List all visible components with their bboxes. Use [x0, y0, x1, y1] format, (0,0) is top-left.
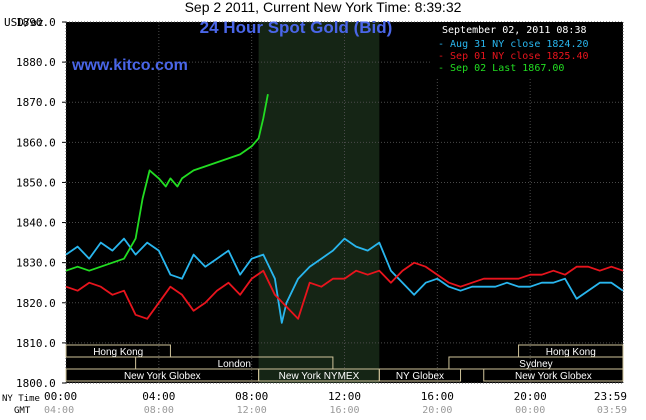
- session-label: Hong Kong: [546, 347, 596, 358]
- session-label: New York Globex: [515, 371, 592, 382]
- y-tick-label: 1890.0: [16, 16, 56, 29]
- y-tick-label: 1840.0: [16, 217, 56, 230]
- legend-entry: - Sep 02 Last 1867.00: [438, 63, 564, 74]
- y-axis: 1800.0 1810.0 1820.0 1830.0 1840.0 1850.0 1860…: [16, 16, 66, 390]
- series-line-sep-01: [65, 261, 624, 320]
- session-label: Sydney: [519, 359, 552, 370]
- session-box: [483, 368, 624, 382]
- gmt-label: GMT: [14, 406, 31, 416]
- legend: September 02, 2011 08:38 - Aug 31 NY clo…: [432, 22, 622, 78]
- y-tick-label: 1870.0: [16, 96, 56, 109]
- y-tick-label: 1860.0: [16, 136, 56, 149]
- legend-entry: - Aug 31 NY close 1824.20: [438, 39, 589, 50]
- session-label: Hong Kong: [93, 347, 143, 358]
- session-box: [65, 344, 171, 358]
- nymex-session-shade: [258, 22, 380, 383]
- chart-header: Sep 2 2011, Current New York Time: 8:39:…: [185, 0, 462, 15]
- ny-time-label: NY Time: [2, 394, 40, 404]
- x-tick-label-gmt: 04:00: [44, 405, 74, 416]
- session-label: NY Globex: [396, 371, 444, 382]
- x-tick-label-ny: 00:00: [44, 390, 77, 403]
- x-tick-label-gmt: 20:00: [422, 405, 452, 416]
- y-tick-label: 1810.0: [16, 337, 56, 350]
- x-tick-label-gmt: 16:00: [329, 405, 359, 416]
- legend-box: [432, 22, 622, 78]
- series-lines: [65, 94, 624, 324]
- series-line-aug-31: [65, 237, 624, 324]
- x-tick-label-ny: 08:00: [235, 390, 268, 403]
- session-box: [378, 368, 462, 382]
- y-tick-label: 1820.0: [16, 297, 56, 310]
- series-line-sep-02: [65, 94, 269, 272]
- session-label: New York NYMEX: [279, 371, 360, 382]
- x-tick-label-ny: 16:00: [421, 390, 454, 403]
- x-tick-label-gmt: 00:00: [515, 405, 545, 416]
- session-label: New York Globex: [124, 371, 201, 382]
- market-sessions: Hong Kong London New York Globex New York N…: [65, 344, 624, 382]
- x-tick-label-ny: 04:00: [142, 390, 175, 403]
- y-axis-unit: USD/oz: [4, 16, 44, 29]
- x-tick-label-gmt: 12:00: [237, 405, 267, 416]
- x-tick-label-ny: 20:00: [514, 390, 547, 403]
- grid: [65, 21, 624, 384]
- y-tick-label: 1800.0: [16, 377, 56, 390]
- chart-title: 24 Hour Spot Gold (Bid): [200, 18, 393, 37]
- x-tick-label-ny: 12:00: [328, 390, 361, 403]
- x-tick-label-gmt: 08:00: [144, 405, 174, 416]
- x-tick-label-ny: 23:59: [594, 390, 627, 403]
- watermark: www.kitco.com: [71, 57, 188, 74]
- x-tick-label-gmt: 03:59: [597, 405, 627, 416]
- y-tick-label: 1850.0: [16, 176, 56, 189]
- legend-date: September 02, 2011 08:38: [442, 25, 587, 36]
- legend-entry: - Sep 01 NY close 1825.40: [438, 51, 589, 62]
- legend-items: - Aug 31 NY close 1824.20- Sep 01 NY clo…: [438, 39, 589, 74]
- x-axis: 00:00 04:00 04:00 08:00 08:00 12:00 12:00 16:00…: [44, 390, 627, 416]
- y-tick-label: 1880.0: [16, 56, 56, 69]
- y-tick-label: 1830.0: [16, 257, 56, 270]
- session-label: London: [218, 359, 251, 370]
